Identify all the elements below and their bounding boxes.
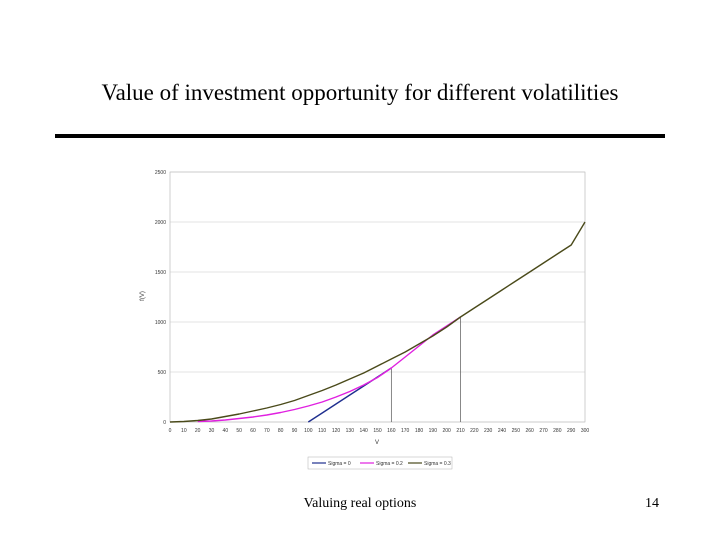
x-tick-label: 130 bbox=[346, 428, 355, 434]
x-tick-label: 220 bbox=[470, 428, 479, 434]
y-tick-label: 2500 bbox=[155, 170, 166, 176]
x-tick-label: 240 bbox=[498, 428, 507, 434]
x-tick-label: 150 bbox=[373, 428, 382, 434]
x-tick-label: 80 bbox=[278, 428, 284, 434]
chart-legend: Sigma = 0 Sigma = 0.2 Sigma = 0.3 bbox=[307, 456, 453, 470]
x-tick-label: 280 bbox=[553, 428, 562, 434]
x-tick-label: 50 bbox=[236, 428, 242, 434]
x-tick-label: 10 bbox=[181, 428, 187, 434]
x-tick-label: 270 bbox=[539, 428, 548, 434]
x-tick-label: 0 bbox=[169, 428, 172, 434]
series-line bbox=[197, 316, 461, 423]
x-tick-label: 140 bbox=[359, 428, 368, 434]
x-tick-label: 210 bbox=[456, 428, 465, 434]
y-tick-label: 1000 bbox=[155, 320, 166, 326]
x-tick-label: 90 bbox=[292, 428, 298, 434]
title-rule bbox=[55, 134, 665, 138]
x-tick-label: 230 bbox=[484, 428, 493, 434]
x-tick-label: 170 bbox=[401, 428, 410, 434]
x-tick-label: 110 bbox=[318, 428, 326, 434]
x-tick-label: 100 bbox=[304, 428, 313, 434]
legend-entry: Sigma = 0.3 bbox=[424, 461, 451, 467]
x-tick-label: 120 bbox=[332, 428, 341, 434]
page-number: 14 bbox=[645, 496, 659, 511]
legend-entry: Sigma = 0.2 bbox=[376, 461, 403, 467]
y-tick-label: 500 bbox=[158, 370, 167, 376]
x-tick-label: 180 bbox=[415, 428, 424, 434]
x-tick-label: 160 bbox=[387, 428, 396, 434]
x-tick-label: 70 bbox=[264, 428, 270, 434]
legend-entry: Sigma = 0 bbox=[328, 461, 351, 467]
series-line bbox=[169, 221, 586, 423]
x-tick-label: 250 bbox=[512, 428, 521, 434]
x-tick-label: 60 bbox=[250, 428, 256, 434]
y-tick-labels: 0 500 1000 1500 2000 2500 bbox=[155, 170, 166, 426]
x-tick-label: 290 bbox=[567, 428, 576, 434]
chart-series bbox=[169, 221, 586, 423]
line-chart: 0 500 1000 1500 2000 2500 0 10 20 30 40 50 60 70 80 90… bbox=[140, 170, 590, 470]
y-tick-label: 1500 bbox=[155, 270, 166, 276]
x-tick-label: 40 bbox=[223, 428, 229, 434]
reference-lines bbox=[390, 317, 461, 422]
x-tick-label: 30 bbox=[209, 428, 215, 434]
plot-area bbox=[169, 171, 586, 423]
slide-title: Value of investment opportunity for diff… bbox=[101, 80, 619, 105]
x-tick-labels: 0 10 20 30 40 50 60 70 80 90 100 110 120 130 140 150 160… bbox=[169, 428, 590, 434]
x-tick-label: 200 bbox=[442, 428, 451, 434]
y-tick-label: 0 bbox=[163, 420, 166, 426]
chart-grid bbox=[169, 171, 586, 423]
x-tick-label: 20 bbox=[195, 428, 201, 434]
x-axis-label: V bbox=[375, 440, 379, 446]
legend-box bbox=[307, 456, 453, 470]
y-tick-label: 2000 bbox=[155, 220, 166, 226]
x-tick-label: 190 bbox=[429, 428, 438, 434]
y-axis-label: f(V) bbox=[140, 291, 146, 301]
footer-text: Valuing real options bbox=[303, 496, 417, 511]
x-tick-label: 260 bbox=[525, 428, 534, 434]
x-tick-label: 300 bbox=[581, 428, 590, 434]
